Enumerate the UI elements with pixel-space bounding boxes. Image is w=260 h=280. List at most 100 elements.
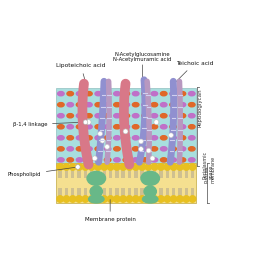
Ellipse shape bbox=[132, 147, 139, 151]
Ellipse shape bbox=[114, 136, 120, 140]
Ellipse shape bbox=[90, 186, 102, 197]
Text: β-1,4 linkage: β-1,4 linkage bbox=[12, 122, 83, 127]
Bar bbox=[140, 188, 144, 199]
Ellipse shape bbox=[114, 92, 120, 96]
Circle shape bbox=[92, 156, 97, 161]
Circle shape bbox=[101, 164, 107, 170]
Ellipse shape bbox=[86, 136, 92, 140]
Ellipse shape bbox=[95, 114, 102, 118]
Ellipse shape bbox=[170, 102, 176, 107]
Bar bbox=[128, 167, 131, 178]
Circle shape bbox=[145, 164, 152, 170]
Ellipse shape bbox=[67, 147, 74, 151]
Ellipse shape bbox=[76, 92, 83, 96]
Ellipse shape bbox=[123, 158, 129, 162]
Bar bbox=[147, 167, 150, 178]
Bar bbox=[153, 188, 157, 199]
Ellipse shape bbox=[160, 158, 167, 162]
Ellipse shape bbox=[123, 114, 129, 118]
Circle shape bbox=[76, 196, 82, 202]
Ellipse shape bbox=[151, 147, 158, 151]
Bar bbox=[121, 188, 125, 199]
Circle shape bbox=[170, 164, 177, 170]
Ellipse shape bbox=[104, 136, 111, 140]
Bar bbox=[147, 188, 150, 199]
Ellipse shape bbox=[179, 158, 186, 162]
Ellipse shape bbox=[188, 147, 195, 151]
Ellipse shape bbox=[151, 158, 158, 162]
Circle shape bbox=[82, 164, 89, 170]
Ellipse shape bbox=[67, 125, 74, 129]
Ellipse shape bbox=[188, 136, 195, 140]
Bar bbox=[134, 167, 138, 178]
Ellipse shape bbox=[67, 158, 74, 162]
Ellipse shape bbox=[160, 147, 167, 151]
Circle shape bbox=[126, 196, 133, 202]
Ellipse shape bbox=[86, 147, 92, 151]
Bar bbox=[77, 188, 81, 199]
Circle shape bbox=[164, 196, 171, 202]
Ellipse shape bbox=[123, 102, 129, 107]
Bar bbox=[56, 87, 196, 166]
Text: Lipoteichoic acid: Lipoteichoic acid bbox=[56, 63, 106, 85]
Circle shape bbox=[101, 196, 107, 202]
Ellipse shape bbox=[170, 158, 176, 162]
Circle shape bbox=[88, 164, 95, 170]
Ellipse shape bbox=[142, 158, 148, 162]
Ellipse shape bbox=[188, 92, 195, 96]
Bar bbox=[58, 167, 62, 178]
Circle shape bbox=[120, 164, 126, 170]
Ellipse shape bbox=[170, 114, 176, 118]
Ellipse shape bbox=[132, 125, 139, 129]
Bar bbox=[102, 188, 106, 199]
Circle shape bbox=[177, 164, 183, 170]
Ellipse shape bbox=[58, 102, 64, 107]
Ellipse shape bbox=[86, 114, 92, 118]
Circle shape bbox=[139, 139, 143, 144]
Circle shape bbox=[152, 164, 158, 170]
Text: Periplasmic
space: Periplasmic space bbox=[203, 150, 213, 179]
Ellipse shape bbox=[151, 136, 158, 140]
Bar bbox=[128, 188, 131, 199]
Ellipse shape bbox=[86, 158, 92, 162]
Ellipse shape bbox=[95, 158, 102, 162]
Circle shape bbox=[107, 196, 114, 202]
Circle shape bbox=[114, 196, 120, 202]
Bar bbox=[84, 188, 87, 199]
Circle shape bbox=[146, 148, 151, 153]
Ellipse shape bbox=[170, 136, 176, 140]
Bar bbox=[178, 188, 182, 199]
Bar bbox=[115, 188, 119, 199]
Circle shape bbox=[145, 196, 152, 202]
Circle shape bbox=[95, 196, 101, 202]
Ellipse shape bbox=[104, 125, 111, 129]
Bar bbox=[140, 167, 144, 178]
Ellipse shape bbox=[151, 114, 158, 118]
Ellipse shape bbox=[58, 114, 64, 118]
Text: Phospholipid: Phospholipid bbox=[7, 167, 75, 177]
Bar bbox=[96, 167, 100, 178]
Bar bbox=[185, 167, 188, 178]
Text: N-Acetylglucosamine: N-Acetylglucosamine bbox=[115, 52, 170, 57]
Circle shape bbox=[150, 156, 155, 161]
Circle shape bbox=[82, 196, 89, 202]
Bar bbox=[172, 167, 175, 178]
Ellipse shape bbox=[132, 136, 139, 140]
Ellipse shape bbox=[58, 125, 64, 129]
Bar bbox=[178, 167, 182, 178]
Bar bbox=[134, 188, 138, 199]
Ellipse shape bbox=[76, 102, 83, 107]
Circle shape bbox=[100, 138, 105, 143]
Ellipse shape bbox=[179, 92, 186, 96]
Circle shape bbox=[88, 196, 95, 202]
Ellipse shape bbox=[67, 92, 74, 96]
Bar bbox=[185, 188, 188, 199]
Ellipse shape bbox=[123, 92, 129, 96]
Ellipse shape bbox=[76, 147, 83, 151]
Ellipse shape bbox=[86, 125, 92, 129]
Ellipse shape bbox=[188, 158, 195, 162]
Circle shape bbox=[154, 120, 159, 125]
Ellipse shape bbox=[95, 147, 102, 151]
Ellipse shape bbox=[188, 102, 195, 107]
Circle shape bbox=[183, 164, 190, 170]
